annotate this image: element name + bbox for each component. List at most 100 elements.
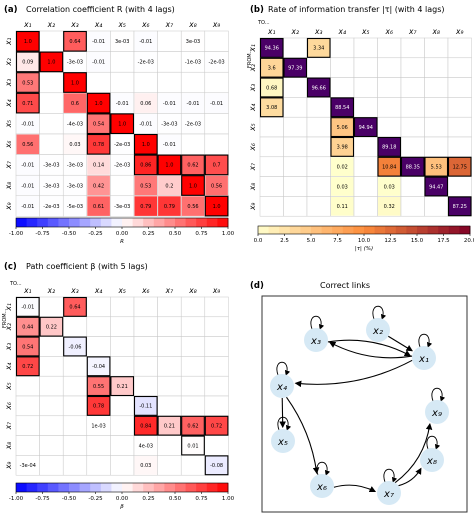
grid-cell bbox=[353, 156, 378, 177]
column-label: x₆ bbox=[141, 286, 149, 295]
grid-cell bbox=[283, 116, 308, 138]
grid-cell bbox=[447, 176, 472, 197]
colorbar-tick-label: 0.0 bbox=[254, 238, 263, 244]
grid-cell bbox=[330, 37, 355, 59]
cell-value-label: 1.0 bbox=[213, 204, 221, 210]
grid-cell bbox=[306, 57, 331, 78]
grid-cell bbox=[424, 116, 449, 138]
grid-cell bbox=[15, 375, 40, 397]
cell-value-label: -4e-03 bbox=[67, 122, 83, 128]
cell-value-label: 0.62 bbox=[187, 424, 198, 430]
heatmap-cell bbox=[157, 415, 182, 436]
column-label: x₆ bbox=[141, 20, 149, 29]
cell-value-label: 0.84 bbox=[140, 424, 151, 430]
column-label: x₁ bbox=[267, 27, 275, 36]
row-label: x₅ bbox=[248, 123, 257, 131]
cell-value-label: 0.61 bbox=[93, 204, 104, 210]
edge-x7-x8 bbox=[398, 467, 422, 487]
heatmap-cell bbox=[63, 30, 87, 52]
colorbar-tick-label: 1.00 bbox=[222, 496, 235, 502]
heatmap-cell bbox=[87, 31, 110, 52]
cell-value-label: -3e-03 bbox=[43, 163, 59, 169]
grid-cell bbox=[180, 296, 206, 318]
grid-cell bbox=[110, 415, 135, 436]
cell-value-label: 1.0 bbox=[189, 183, 197, 189]
grid-cell bbox=[330, 57, 355, 78]
edge-x7-x9 bbox=[394, 422, 433, 484]
column-label: x₈ bbox=[432, 27, 440, 36]
heatmap-cell bbox=[205, 52, 228, 72]
cell-value-label: 0.03 bbox=[337, 184, 348, 190]
self-loop-x9 bbox=[431, 387, 446, 402]
grid-cell bbox=[400, 97, 425, 118]
colorbar-segment bbox=[258, 226, 269, 234]
heatmap-cell bbox=[181, 435, 205, 456]
cell-value-label: 3.6 bbox=[268, 66, 276, 72]
colorbar-segment bbox=[69, 483, 80, 492]
node-x3 bbox=[304, 328, 328, 352]
grid-cell bbox=[330, 77, 355, 98]
colorbar-segment bbox=[279, 226, 291, 234]
colorbar-tick-label: 0.00 bbox=[116, 231, 129, 237]
panel-b-to-label: TO... bbox=[257, 20, 270, 26]
grid-cell bbox=[110, 174, 135, 197]
grid-cell bbox=[39, 375, 64, 397]
row-label: x₈ bbox=[248, 183, 257, 191]
grid-cell bbox=[353, 196, 378, 217]
heatmap-cell bbox=[424, 156, 449, 177]
grid-cell bbox=[306, 116, 331, 138]
grid-cell bbox=[400, 116, 425, 138]
heatmap-cell bbox=[204, 195, 229, 217]
colorbar-tick-label: 10.0 bbox=[358, 238, 371, 244]
grid-cell bbox=[62, 356, 88, 377]
heatmap-cell bbox=[39, 316, 64, 337]
heatmap-cell bbox=[330, 136, 355, 157]
colorbar-segment bbox=[417, 226, 428, 234]
heatmap-cell bbox=[63, 93, 87, 113]
heatmap-cell bbox=[259, 77, 284, 98]
grid-cell bbox=[283, 97, 308, 118]
cell-value-label: 0.78 bbox=[93, 142, 104, 148]
row-label: x₃ bbox=[4, 343, 13, 351]
column-label: x₃ bbox=[70, 286, 78, 295]
cell-value-label: -0.06 bbox=[69, 344, 82, 350]
heatmap-cell bbox=[15, 336, 40, 357]
grid-cell bbox=[157, 336, 182, 357]
cell-value-label: -5e-03 bbox=[67, 204, 83, 210]
heatmap-cell bbox=[133, 415, 158, 436]
column-label: x₇ bbox=[408, 27, 416, 36]
panel-b-from-label: FROM... bbox=[247, 48, 253, 68]
grid-cell bbox=[204, 435, 229, 456]
cell-value-label: 0.2 bbox=[165, 183, 173, 189]
heatmap-cell bbox=[16, 455, 40, 475]
panel-c-to-label: TO... bbox=[9, 281, 22, 287]
grid-cell bbox=[62, 395, 88, 417]
cell-value-label: -0.01 bbox=[21, 305, 34, 311]
colorbar-segment bbox=[268, 226, 280, 234]
heatmap-cell bbox=[181, 52, 205, 72]
node-x9 bbox=[425, 400, 449, 424]
grid-cell bbox=[424, 97, 449, 118]
row-label: x₁ bbox=[4, 38, 13, 46]
grid-cell bbox=[110, 336, 135, 357]
colorbar-segment bbox=[185, 483, 197, 492]
grid-cell bbox=[86, 296, 111, 318]
column-label: x₂ bbox=[47, 286, 55, 295]
cell-value-label: 1.0 bbox=[142, 142, 150, 148]
cell-value-label: 87.25 bbox=[453, 204, 467, 210]
node-label-x1: x₁ bbox=[418, 354, 429, 365]
grid-cell bbox=[62, 435, 88, 456]
heatmap-cell bbox=[377, 156, 402, 177]
cell-value-label: 0.54 bbox=[22, 344, 33, 350]
grid-cell bbox=[39, 435, 64, 456]
cell-value-label: 0.03 bbox=[140, 463, 151, 469]
grid-cell bbox=[353, 37, 378, 59]
cell-value-label: 0.02 bbox=[337, 165, 348, 171]
heatmap-cell bbox=[15, 356, 40, 377]
column-label: x₇ bbox=[165, 286, 173, 295]
cell-value-label: 0.21 bbox=[117, 384, 128, 390]
grid-cell bbox=[204, 30, 229, 52]
cell-value-label: 0.68 bbox=[266, 85, 277, 91]
column-label: x₉ bbox=[455, 27, 463, 36]
cell-value-label: 0.11 bbox=[337, 204, 348, 210]
